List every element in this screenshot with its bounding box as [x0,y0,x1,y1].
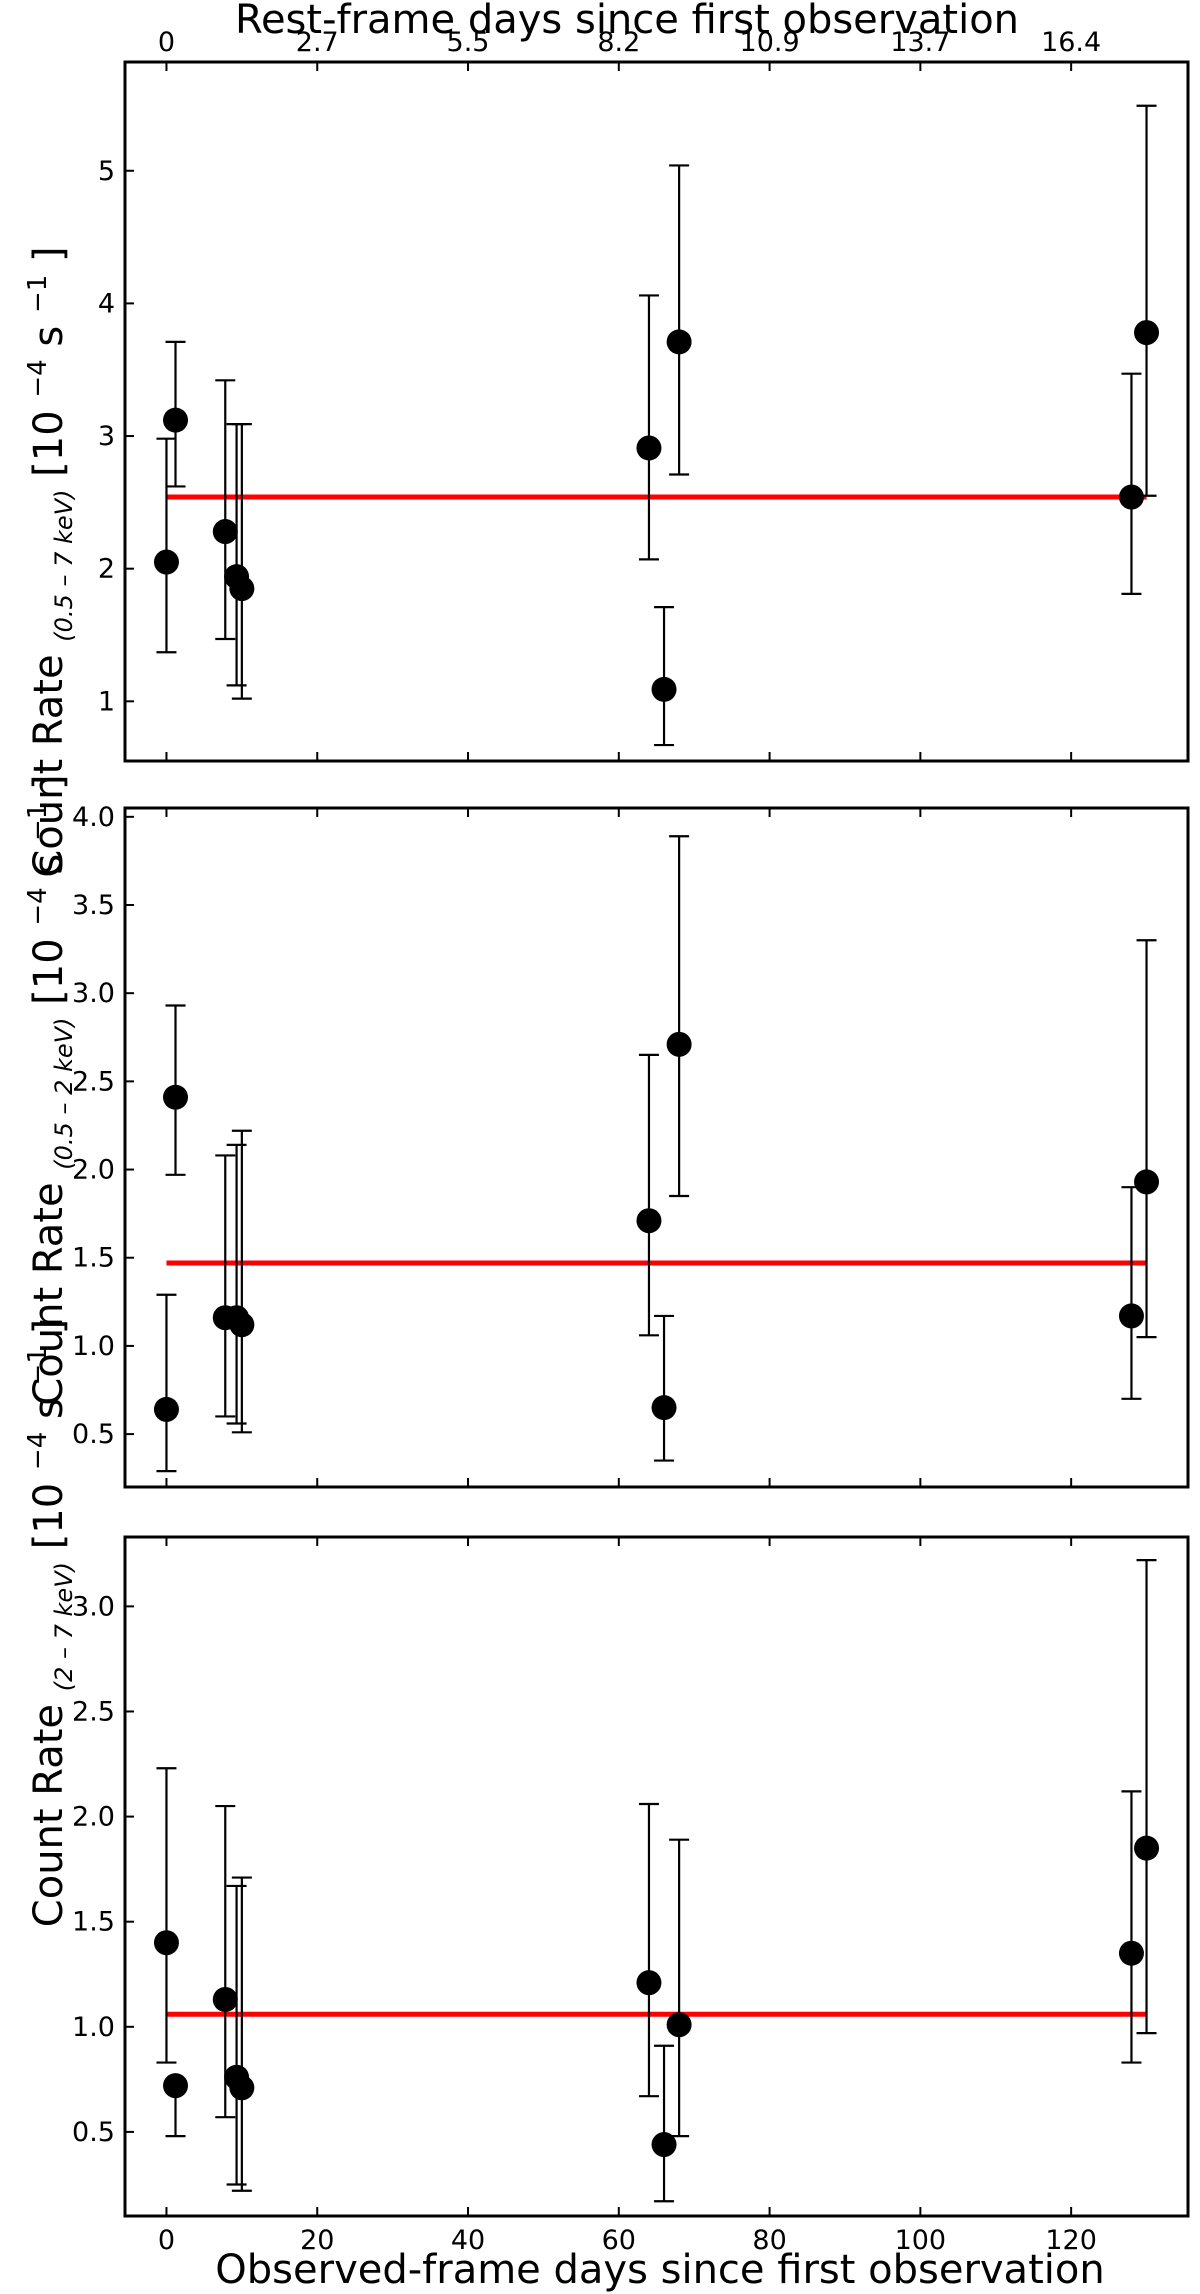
panel-2-ylabel-units-pre: [10 [26,938,72,1005]
data-point [651,1395,677,1421]
panel-3-ylabel: Count Rate (2 – 7 keV) [10 −4 s −1 ] [10,1319,82,1927]
y-tick-label: 0.5 [72,2117,115,2148]
data-point [1134,320,1160,346]
data-point [636,1970,662,1996]
y-tick-label: 4.0 [72,802,115,833]
data-point [153,549,179,575]
top-x-tick-label: 13.7 [890,27,950,58]
top-x-tick-label: 16.4 [1041,27,1101,58]
y-tick-label: 1.0 [72,2012,115,2043]
data-point [1134,1169,1160,1195]
panel-3-ylabel-units-exp1: −4 [23,1432,53,1470]
panel-1-ylabel-units-post: ] [26,246,72,262]
data-point [666,1031,692,1057]
y-tick-label: 2.0 [72,1802,115,1833]
top-axis-title: Rest-frame days since first observation [235,0,1019,43]
data-point [636,435,662,461]
panel-1-ylabel-sub: (0.5 – 7 keV) [50,490,78,642]
panel-3-ylabel-sub: (2 – 7 keV) [50,1562,78,1691]
data-point [163,1084,189,1110]
top-x-tick-label: 8.2 [597,27,640,58]
y-tick-label: 2.5 [72,1696,115,1727]
panel-1-ylabel-main: Count Rate [26,654,72,877]
panel-2-ylabel-units-post: ] [26,774,72,790]
panel-3-ylabel-units-mid: s [26,1398,72,1419]
y-tick-label: 1.5 [72,1907,115,1938]
data-point [229,1312,255,1338]
panel-2-ylabel-units-exp2: −1 [23,803,53,841]
y-tick-label: 0.5 [72,1419,115,1450]
data-point [212,1986,238,2012]
panel-1-ylabel-units-exp2: −1 [23,275,53,313]
data-point [651,2132,677,2158]
y-tick-label: 4 [98,288,115,319]
data-point [636,1208,662,1234]
data-point [229,576,255,602]
x-tick-label: 20 [300,2225,334,2256]
panel-1-ylabel-units-exp1: −4 [23,359,53,397]
panel-0-5-2kev: Count Rate (0.5 – 2 keV) [10 −4 s −1 ] 0… [10,774,1190,1489]
x-tick-label: 60 [602,2225,636,2256]
bottom-axis-title: Observed-frame days since first observat… [215,2247,1104,2293]
x-tick-label: 120 [1045,2225,1097,2256]
data-point [1134,1835,1160,1861]
data-point [1118,484,1144,510]
data-point [153,1930,179,1956]
panel-1-frame [123,60,1190,763]
panel-3-ylabel-units-exp2: −1 [23,1347,53,1385]
data-point [651,676,677,702]
y-tick-label: 2 [98,554,115,585]
y-tick-label: 5 [98,156,115,187]
y-tick-label: 3.0 [72,978,115,1009]
panel-2-ylabel-units-mid: s [26,854,72,875]
y-tick-label: 3.5 [72,890,115,921]
panel-1-ylabel-units-mid: s [26,326,72,347]
y-tick-label: 3 [98,421,115,452]
panel-1-ylabel-units-pre: [10 [26,410,72,477]
panel-2-ylabel-main: Count Rate [26,1182,72,1405]
panel-2-7kev: Count Rate (2 – 7 keV) [10 −4 s −1 ] 0.5… [10,1319,1190,2218]
panel-3-ylabel-units-post: ] [26,1319,72,1335]
y-tick-label: 1.5 [72,1243,115,1274]
data-point [163,407,189,433]
top-x-tick-label: 0 [158,27,175,58]
x-tick-label: 80 [752,2225,786,2256]
x-tick-label: 40 [451,2225,485,2256]
data-point [666,2012,692,2038]
data-point [666,329,692,355]
data-point [229,2075,255,2101]
panel-2-ylabel: Count Rate (0.5 – 2 keV) [10 −4 s −1 ] [10,774,82,1405]
data-point [153,1396,179,1422]
panel-2-frame [123,806,1190,1489]
panel-3-frame [123,1535,1190,2218]
y-tick-label: 2.0 [72,1155,115,1186]
panel-3-ylabel-units-pre: [10 [26,1483,72,1550]
top-x-tick-label: 2.7 [296,27,339,58]
x-tick-label: 100 [895,2225,947,2256]
panel-2-ylabel-sub: (0.5 – 2 keV) [50,1018,78,1170]
x-tick-label: 0 [158,2225,175,2256]
top-x-tick-label: 10.9 [740,27,800,58]
data-point [163,2073,189,2099]
y-tick-label: 1.0 [72,1331,115,1362]
data-point [1118,1303,1144,1329]
y-tick-label: 3.0 [72,1591,115,1622]
data-point [1118,1940,1144,1966]
y-tick-label: 2.5 [72,1066,115,1097]
panel-0-5-7kev: Count Rate (0.5 – 7 keV) [10 −4 s −1 ] 1… [10,60,1190,878]
panel-1-ylabel: Count Rate (0.5 – 7 keV) [10 −4 s −1 ] [10,246,82,877]
data-point [212,519,238,545]
top-x-tick-label: 5.5 [447,27,490,58]
y-tick-label: 1 [98,686,115,717]
panel-3-ylabel-main: Count Rate [26,1704,72,1927]
panel-2-ylabel-units-exp1: −4 [23,887,53,925]
